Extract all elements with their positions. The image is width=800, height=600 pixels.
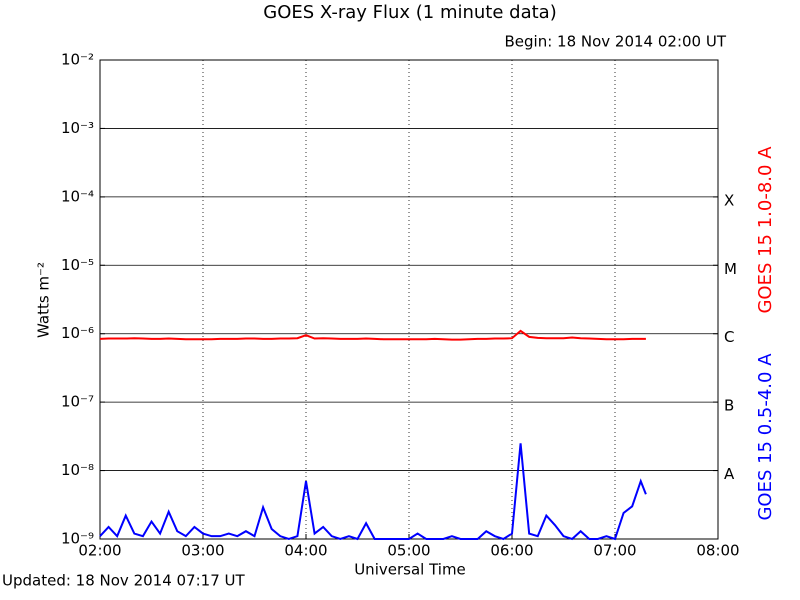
y-axis-label: Watts m⁻² [35, 262, 53, 338]
x-axis-label: Universal Time [354, 561, 466, 579]
class-label: M [724, 260, 737, 278]
x-tick-label: 08:00 [696, 542, 739, 560]
y-tick-label: 10⁻² [61, 51, 94, 69]
y-tick-label: 10⁻⁵ [61, 256, 94, 274]
y-tick-label: 10⁻⁷ [61, 393, 94, 411]
x-tick-label: 03:00 [181, 542, 224, 560]
y-tick-label: 10⁻⁸ [61, 461, 94, 479]
x-tick-label: 04:00 [284, 542, 327, 560]
x-tick-label: 02:00 [78, 542, 121, 560]
y-tick-label: 10⁻³ [61, 119, 94, 137]
plot-frame [99, 59, 719, 540]
chart-subtitle: Begin: 18 Nov 2014 02:00 UT [504, 33, 726, 51]
x-tick-label: 05:00 [387, 542, 430, 560]
footer: Updated: 18 Nov 2014 07:17 UT [2, 572, 245, 590]
class-label: B [724, 397, 734, 415]
class-label: C [724, 328, 734, 346]
x-tick-label: 06:00 [490, 542, 533, 560]
series-line [99, 443, 647, 541]
chart-title: GOES X-ray Flux (1 minute data) [263, 2, 556, 23]
y-tick-label: 10⁻⁹ [61, 530, 94, 548]
class-label: X [724, 191, 734, 209]
legend-label: GOES 15 0.5-4.0 A [755, 353, 776, 521]
x-tick-label: 07:00 [593, 542, 636, 560]
series-line [99, 329, 646, 341]
y-tick-label: 10⁻⁴ [61, 187, 94, 205]
class-label: A [724, 465, 735, 483]
y-tick-label: 10⁻⁶ [61, 324, 94, 342]
legend-label: GOES 15 1.0-8.0 A [755, 146, 776, 314]
